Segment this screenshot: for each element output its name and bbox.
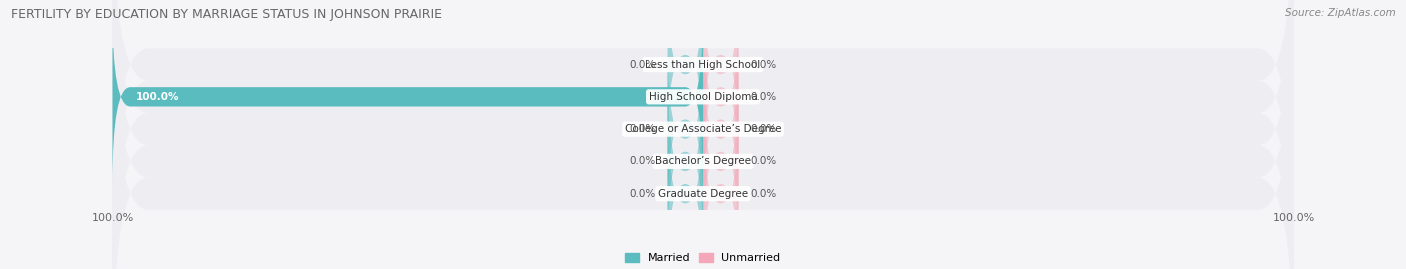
Text: Bachelor’s Degree: Bachelor’s Degree (655, 156, 751, 167)
Text: 0.0%: 0.0% (630, 124, 655, 134)
FancyBboxPatch shape (703, 0, 738, 152)
FancyBboxPatch shape (703, 107, 738, 269)
FancyBboxPatch shape (668, 74, 703, 249)
FancyBboxPatch shape (112, 0, 1294, 242)
FancyBboxPatch shape (668, 0, 703, 152)
FancyBboxPatch shape (112, 0, 1294, 269)
Text: College or Associate’s Degree: College or Associate’s Degree (624, 124, 782, 134)
Text: Less than High School: Less than High School (645, 59, 761, 70)
FancyBboxPatch shape (112, 16, 1294, 269)
Text: 0.0%: 0.0% (630, 189, 655, 199)
Text: FERTILITY BY EDUCATION BY MARRIAGE STATUS IN JOHNSON PRAIRIE: FERTILITY BY EDUCATION BY MARRIAGE STATU… (11, 8, 443, 21)
FancyBboxPatch shape (112, 0, 1294, 269)
Text: Graduate Degree: Graduate Degree (658, 189, 748, 199)
FancyBboxPatch shape (668, 42, 703, 216)
FancyBboxPatch shape (703, 74, 738, 249)
FancyBboxPatch shape (668, 107, 703, 269)
Text: 0.0%: 0.0% (751, 189, 776, 199)
Legend: Married, Unmarried: Married, Unmarried (626, 253, 780, 263)
Text: High School Diploma: High School Diploma (648, 92, 758, 102)
Text: 0.0%: 0.0% (630, 59, 655, 70)
Text: 0.0%: 0.0% (630, 156, 655, 167)
FancyBboxPatch shape (703, 10, 738, 184)
Text: 0.0%: 0.0% (751, 124, 776, 134)
FancyBboxPatch shape (112, 0, 1294, 269)
Text: 0.0%: 0.0% (751, 92, 776, 102)
Text: 100.0%: 100.0% (136, 92, 180, 102)
Text: 0.0%: 0.0% (751, 156, 776, 167)
Text: 0.0%: 0.0% (751, 59, 776, 70)
Text: Source: ZipAtlas.com: Source: ZipAtlas.com (1285, 8, 1396, 18)
FancyBboxPatch shape (112, 10, 703, 184)
FancyBboxPatch shape (703, 42, 738, 216)
